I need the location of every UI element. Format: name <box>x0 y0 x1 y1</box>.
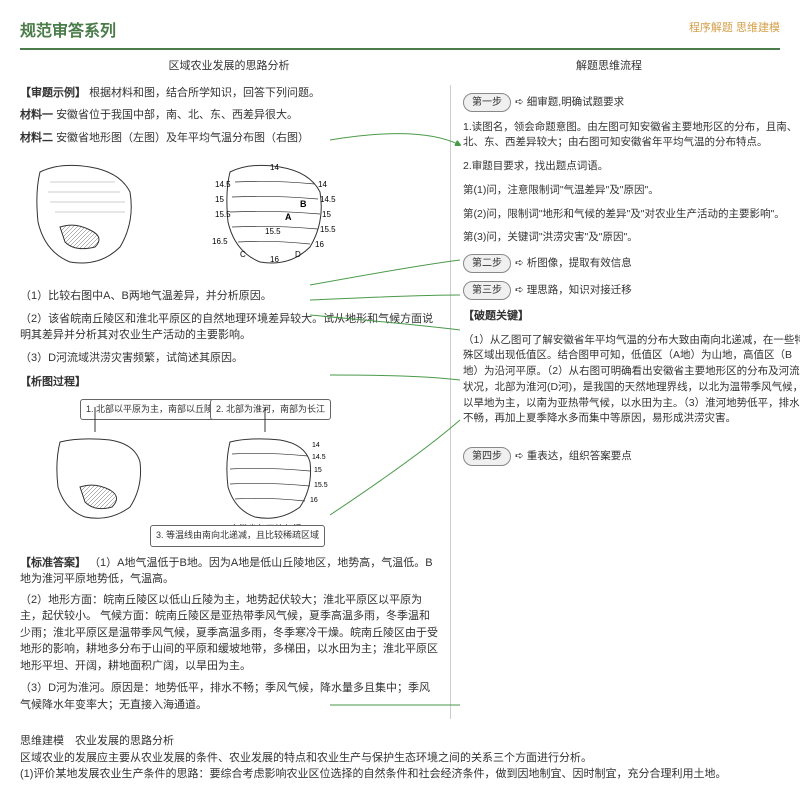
map-row-1: 14 14.5 15 15.5 16.5 A B 15.5 C D 14 14.… <box>20 152 438 282</box>
step4-badge: 第四步 <box>463 447 511 466</box>
step1-p2c: 第(3)问，关键词"洪涝灾害"及"原因"。 <box>463 230 800 246</box>
answer-title: 【标准答案】 <box>20 557 86 569</box>
mat1-label: 材料一 <box>20 109 53 121</box>
svg-text:C: C <box>240 250 246 259</box>
answer-title-label: 【标准答案】 （1）A地气温低于B地。因为A地是低山丘陵地区，地势高，气温低。B… <box>20 555 438 588</box>
q2: （2）该省皖南丘陵区和淮北平原区的自然地理环境差异较大。试从地形和气候方面说明其… <box>20 311 438 344</box>
step2-badge: 第二步 <box>463 254 511 273</box>
step1-p2: 2.审题目要求，找出题点词语。 <box>463 159 800 175</box>
step3: 第三步➪ 理思路，知识对接迁移 <box>463 281 800 300</box>
footer-t1: 思维建模 农业发展的思路分析 <box>20 733 780 750</box>
svg-text:14: 14 <box>318 180 327 189</box>
analysis-title: 【析图过程】 <box>20 374 438 391</box>
svg-text:14.5: 14.5 <box>320 195 336 204</box>
ana-box-3: 3. 等温线由南向北递减，且比较稀疏区域 <box>150 525 325 547</box>
svg-text:16: 16 <box>315 240 324 249</box>
step2-text: 析图像，提取有效信息 <box>527 257 632 269</box>
header-right: 程序解题 思维建模 <box>689 20 780 44</box>
map-row-2: 1. 北部以平原为主，南部以丘陵为主 2. 北部为淮河，南部为长江 14 14.… <box>20 397 438 547</box>
step1-text: 细审题,明确试题要求 <box>527 96 624 108</box>
ans3: （3）D河为淮河。原因是：地势低平，排水不畅；季风气候，降水量多且集中；季风气候… <box>20 680 438 713</box>
step4: 第四步➪ 重表达，组织答案要点 <box>463 447 800 466</box>
subheader-left: 区域农业发展的思路分析 <box>20 58 438 75</box>
subheader: 区域农业发展的思路分析 解题思维流程 <box>20 58 780 75</box>
mat2-text: 安徽省地形图（左图）及年平均气温分布图（右图） <box>56 132 309 144</box>
subheader-right: 解题思维流程 <box>438 58 780 75</box>
svg-text:A: A <box>285 212 292 222</box>
svg-text:15.5: 15.5 <box>314 482 328 489</box>
svg-text:15: 15 <box>215 195 224 204</box>
svg-text:16: 16 <box>270 255 279 264</box>
example-title: 【审题示例】 <box>20 87 86 99</box>
footer: 思维建模 农业发展的思路分析 区域农业的发展应主要从农业发展的条件、农业发展的特… <box>20 733 780 783</box>
footer-t3: (1)评价某地发展农业生产条件的思路：要综合考虑影响农业区位选择的自然条件和社会… <box>20 766 780 783</box>
mat1-text: 安徽省位于我国中部，南、北、东、西差异很大。 <box>56 109 298 121</box>
mat2: 材料二 安徽省地形图（左图）及年平均气温分布图（右图） <box>20 130 438 147</box>
map1-svg: 14 14.5 15 15.5 16.5 A B 15.5 C D 14 14.… <box>20 152 438 282</box>
step1-badge: 第一步 <box>463 93 511 112</box>
header-title: 规范审答系列 <box>20 20 116 44</box>
example-text: 根据材料和图，结合所学知识，回答下列问题。 <box>89 87 320 99</box>
svg-text:14.5: 14.5 <box>312 454 326 461</box>
example-para: 【审题示例】 根据材料和图，结合所学知识，回答下列问题。 <box>20 85 438 102</box>
svg-text:15.5: 15.5 <box>320 225 336 234</box>
right-column: 第一步➪ 细审题,明确试题要求 1.读图名，领会命题意图。由左图可知安徽省主要地… <box>451 85 800 720</box>
svg-text:16.5: 16.5 <box>212 237 228 246</box>
mat2-label: 材料二 <box>20 132 53 144</box>
step2: 第二步➪ 析图像，提取有效信息 <box>463 254 800 273</box>
svg-text:B: B <box>300 199 307 209</box>
step1-p1: 1.读图名，领会命题意图。由左图可知安徽省主要地形区的分布，且南、北、东、西差异… <box>463 120 800 152</box>
q1: （1）比较右图中A、B两地气温差异，并分析原因。 <box>20 288 438 305</box>
step1-p2a: 第(1)问，注意限制词"气温差异"及"原因"。 <box>463 183 800 199</box>
svg-text:15: 15 <box>314 467 322 474</box>
step4-text: 重表达，组织答案要点 <box>527 450 632 462</box>
key-p1: （1）从乙图可了解安徽省年平均气温的分布大致由南向北递减，在一些特殊区域出现低值… <box>463 333 800 428</box>
footer-t2: 区域农业的发展应主要从农业发展的条件、农业发展的特点和农业生产与保护生态环境之间… <box>20 750 780 767</box>
svg-text:14.5: 14.5 <box>215 180 231 189</box>
step1: 第一步➪ 细审题,明确试题要求 <box>463 93 800 112</box>
ans2: （2）地形方面：皖南丘陵区以低山丘陵为主，地势起伏较大；淮北平原区以平原为主，起… <box>20 592 438 675</box>
mat1: 材料一 安徽省位于我国中部，南、北、东、西差异很大。 <box>20 107 438 124</box>
map2-svg: 14 14.5 15 15.5 16 安徽省年平均气温 <box>20 397 438 547</box>
step3-text: 理思路，知识对接迁移 <box>527 284 632 296</box>
main-content: 【审题示例】 根据材料和图，结合所学知识，回答下列问题。 材料一 安徽省位于我国… <box>20 85 780 720</box>
svg-text:15.5: 15.5 <box>265 227 281 236</box>
step1-p2b: 第(2)问，限制词"地形和气候的差异"及"对农业生产活动的主要影响"。 <box>463 207 800 223</box>
step3-badge: 第三步 <box>463 281 511 300</box>
svg-text:16: 16 <box>310 497 318 504</box>
svg-text:15.5: 15.5 <box>215 210 231 219</box>
svg-text:14: 14 <box>312 442 320 449</box>
page-header: 规范审答系列 程序解题 思维建模 <box>20 20 780 50</box>
left-column: 【审题示例】 根据材料和图，结合所学知识，回答下列问题。 材料一 安徽省位于我国… <box>20 85 451 720</box>
svg-text:D: D <box>295 250 301 259</box>
key-title: 【破题关键】 <box>463 308 800 325</box>
svg-text:14: 14 <box>270 163 279 172</box>
svg-text:15: 15 <box>322 210 331 219</box>
q3: （3）D河流域洪涝灾害频繁，试简述其原因。 <box>20 350 438 367</box>
